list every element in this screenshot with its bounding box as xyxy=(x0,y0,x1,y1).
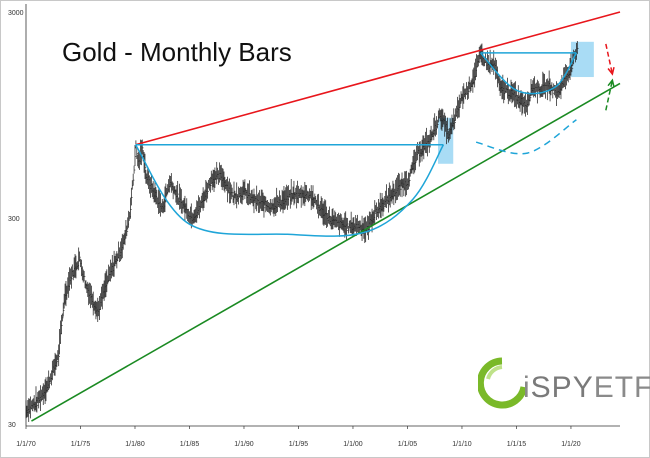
y-tick-label: 3000 xyxy=(8,10,24,17)
logo-prefix: i xyxy=(523,371,531,404)
x-tick-label: 1/1/10 xyxy=(452,441,472,448)
logo-text: iSPYETF xyxy=(523,371,650,405)
x-tick-label: 1/1/85 xyxy=(180,441,200,448)
logo-suffix: ETF xyxy=(593,371,650,404)
arrow-head-1 xyxy=(607,67,615,76)
chart-title: Gold - Monthly Bars xyxy=(62,37,292,67)
y-tick-labels: 30 300 3000 xyxy=(8,10,24,429)
x-tick-label: 1/1/95 xyxy=(289,441,309,448)
resistance-trendline xyxy=(135,11,621,146)
x-tick-label: 1/1/20 xyxy=(561,441,581,448)
cup-curve-2 xyxy=(479,52,578,95)
x-tick-label: 1/1/70 xyxy=(16,441,36,448)
logo-arc-icon xyxy=(478,357,526,409)
x-tick-label: 1/1/15 xyxy=(507,441,527,448)
price-bars xyxy=(25,40,579,422)
cup-curve-1 xyxy=(134,144,445,237)
x-tick-label: 1/1/90 xyxy=(234,441,254,448)
logo-middle: SPY xyxy=(530,371,594,404)
x-tick-label: 1/1/00 xyxy=(343,441,363,448)
y-tick-label: 300 xyxy=(8,216,20,223)
projected-cup-curve xyxy=(475,119,577,155)
highlight-box-2 xyxy=(570,41,594,78)
y-tick-label: 30 xyxy=(8,422,16,429)
arrow-head-2 xyxy=(607,78,615,88)
ispyetf-logo: iSPYETF xyxy=(478,357,650,417)
x-tick-labels: 1/1/70 1/1/75 1/1/80 1/1/85 1/1/90 1/1/95 1/1/… xyxy=(16,426,581,448)
x-tick-label: 1/1/80 xyxy=(125,441,145,448)
support-trendline xyxy=(31,82,621,422)
dashed-arrow-1 xyxy=(605,43,614,75)
x-tick-label: 1/1/05 xyxy=(398,441,418,448)
dashed-arrow-2 xyxy=(605,80,614,111)
x-tick-label: 1/1/75 xyxy=(71,441,91,448)
annotations-lines xyxy=(31,11,621,422)
